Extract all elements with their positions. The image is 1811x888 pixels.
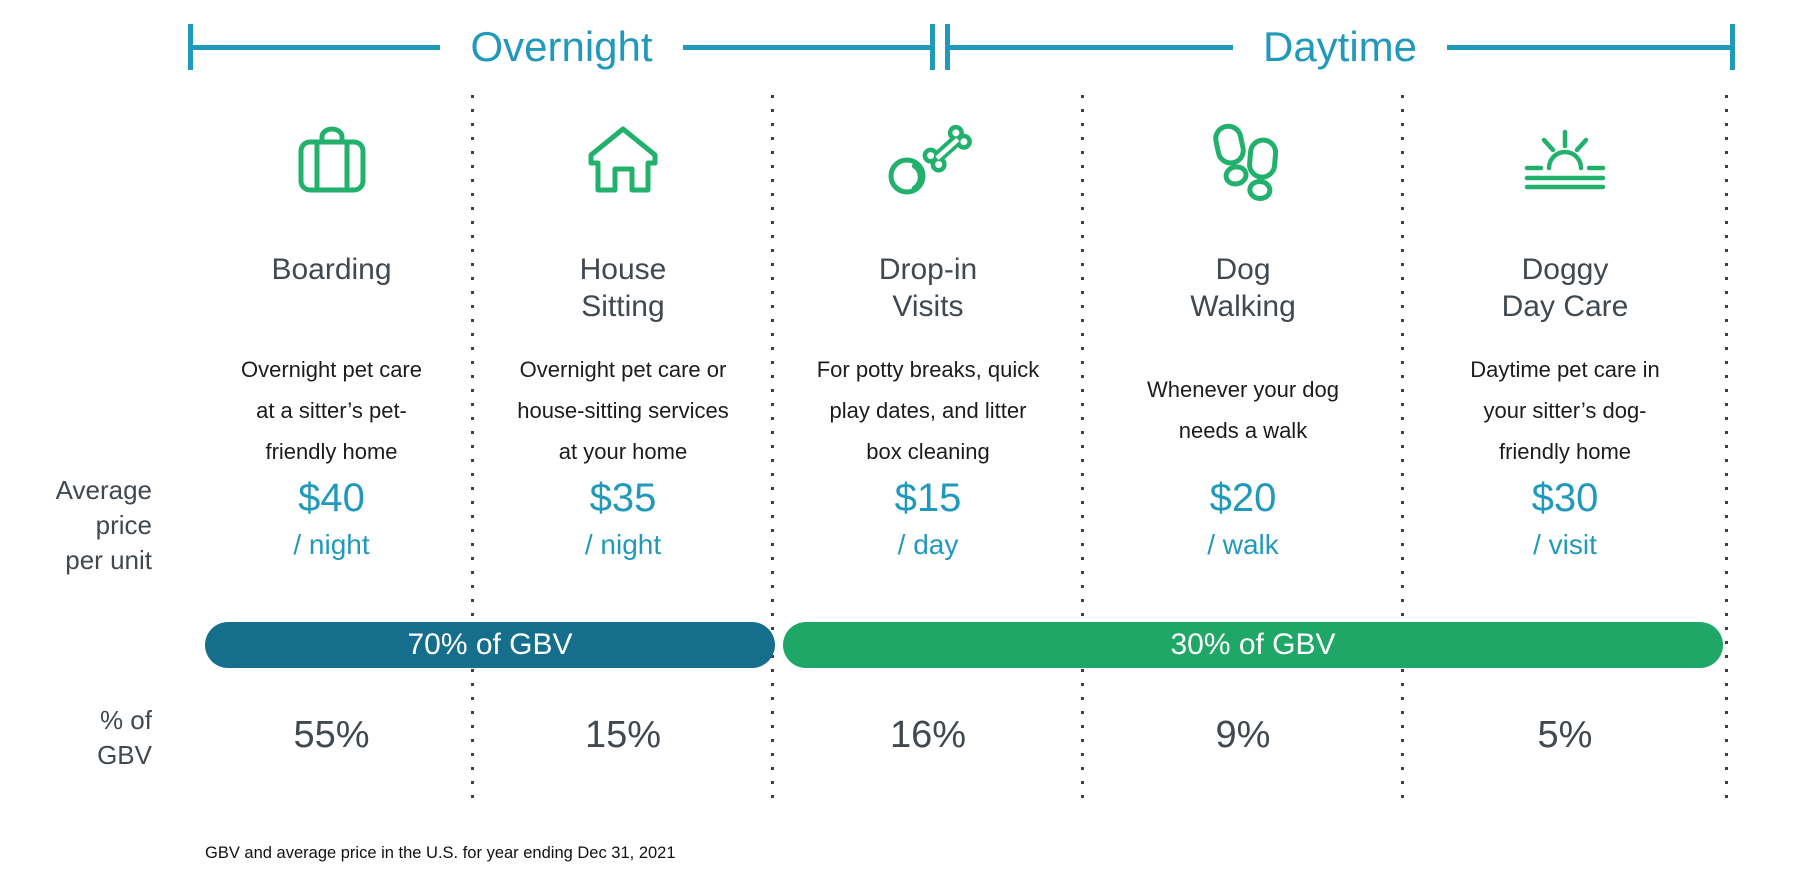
footprints-icon [1083,95,1403,225]
service-title: Drop-in Visits [878,253,978,323]
bracket-cap [930,24,935,70]
bracket-cap [945,24,950,70]
bracket-line [950,44,1233,50]
price-value: $30 [1531,476,1599,520]
bracket-line [1447,44,1731,50]
ball-and-bone-icon [773,95,1083,225]
pct-of-gbv-row-label: % of GBV [97,705,152,770]
service-column-drop-in-visits: Drop-in Visits For potty breaks, quick p… [773,95,1084,800]
service-column-doggy-day-care: Doggy Day Care Daytime pet care in your … [1403,95,1728,800]
price-unit: / visit [1533,529,1597,560]
column-divider [1725,95,1728,800]
suitcase-icon [190,95,473,225]
service-price: $30 / visit [1403,470,1727,585]
service-description: For potty breaks, quick play dates, and … [816,356,1040,464]
service-price: $40 / night [190,470,473,585]
daytime-gbv-bar: 30% of GBV [783,622,1723,668]
row-label-gutter: Average price per unit % of GBV [0,95,190,800]
pct-of-gbv-value: 5% [1537,714,1593,756]
pct-of-gbv-value: 9% [1215,714,1271,756]
service-column-house-sitting: House Sitting Overnight pet care or hous… [473,95,774,800]
column-divider [771,95,774,800]
price-unit: / night [584,529,662,560]
service-title: Boarding [271,253,392,286]
overnight-gbv-bar: 70% of GBV [205,622,775,668]
house-icon [473,95,773,225]
bracket-line [193,44,441,50]
column-divider [471,95,474,800]
daytime-group-label: Daytime [1262,23,1418,70]
columns-area: Average price per unit % of GBV Boarding… [0,95,1811,800]
service-title: House Sitting [579,253,667,323]
bracket-line [682,44,930,50]
service-title: Dog Walking [1190,253,1296,323]
overnight-bracket: Overnight [188,24,935,70]
service-price: $35 / night [473,470,773,585]
service-description: Daytime pet care in your sitter’s dog- f… [1470,356,1660,464]
service-title: Doggy Day Care [1501,253,1629,323]
pct-of-gbv-value: 55% [293,714,370,756]
pct-of-gbv-value: 16% [889,714,967,756]
price-unit: / walk [1207,529,1279,560]
overnight-group-label: Overnight [470,23,653,70]
service-description: Overnight pet care at a sitter’s pet- fr… [241,356,422,464]
price-value: $35 [589,476,657,520]
pct-of-gbv-value: 15% [584,714,662,756]
service-price: $20 / walk [1083,470,1403,585]
price-value: $40 [298,476,365,520]
service-column-dog-walking: Dog Walking Whenever your dog needs a wa… [1083,95,1404,800]
price-value: $20 [1209,476,1277,520]
bracket-cap [1730,24,1736,70]
average-price-row-label: Average price per unit [55,475,152,575]
bracket-cap [188,24,193,70]
price-unit: / night [293,529,370,560]
service-description: Whenever your dog needs a walk [1147,377,1339,443]
sunrise-icon [1403,95,1727,225]
service-column-boarding: Boarding Overnight pet care at a sitter’… [190,95,474,800]
footnote: GBV and average price in the U.S. for ye… [205,844,676,862]
price-value: $15 [894,476,962,520]
service-description: Overnight pet care or house-sitting serv… [517,356,729,464]
daytime-bracket: Daytime [945,23,1736,70]
column-divider [1081,95,1084,800]
service-price: $15 / day [773,470,1083,585]
column-divider [1401,95,1404,800]
price-unit: / day [897,529,959,560]
